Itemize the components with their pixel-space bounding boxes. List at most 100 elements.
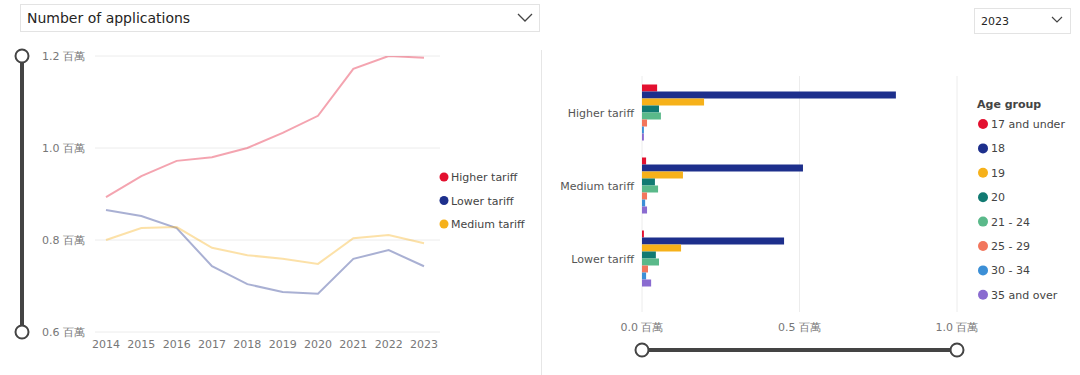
bar <box>642 127 644 134</box>
tick-label: 2017 <box>198 338 226 351</box>
legend-label: 25 - 29 <box>991 240 1030 253</box>
bar <box>642 231 644 238</box>
bar <box>642 266 648 273</box>
legend-marker <box>978 290 988 300</box>
legend-label: 35 and over <box>991 289 1058 302</box>
bar <box>642 165 803 172</box>
divider <box>541 50 542 375</box>
bar <box>642 280 651 287</box>
year-dropdown[interactable]: 2023 <box>975 9 1071 34</box>
line <box>106 227 424 264</box>
legend-marker <box>978 168 988 178</box>
bar <box>642 158 646 165</box>
bar <box>642 172 683 179</box>
legend-marker <box>978 265 988 275</box>
legend-label: 20 <box>991 191 1005 204</box>
legend-label: 21 - 24 <box>991 216 1030 229</box>
y-axis: Higher tariff Medium tariff Lower tariff <box>560 107 634 266</box>
legend-marker <box>978 143 988 153</box>
legend: Higher tariff Lower tariff Medium tariff <box>440 171 526 231</box>
x-axis: 0.0 百萬 0.5 百萬 1.0 百萬 <box>621 76 979 334</box>
grid-line <box>95 240 440 241</box>
slider-handle[interactable] <box>951 344 964 357</box>
metric-dropdown[interactable]: Number of applications <box>21 5 540 32</box>
legend-label: 18 <box>991 142 1005 155</box>
tick-label: 2018 <box>233 338 261 351</box>
grid-line <box>957 76 958 312</box>
chevron[interactable] <box>1052 17 1062 22</box>
tick-label: 2021 <box>339 338 367 351</box>
y-range-slider[interactable] <box>16 50 29 339</box>
dropdown-text[interactable]: Number of applications <box>27 10 190 26</box>
bar <box>642 238 784 245</box>
legend-label: 19 <box>991 167 1005 180</box>
bar <box>642 193 647 200</box>
tick-label: Lower tariff <box>571 253 634 266</box>
legend-marker <box>440 196 449 205</box>
tick-label: 0.0 百萬 <box>621 321 664 334</box>
legend-label: 17 and under <box>991 118 1065 131</box>
plot-area <box>642 85 896 287</box>
legend-marker <box>978 119 988 129</box>
grid-line <box>799 76 800 312</box>
legend: Age group 17 and under 18 19 20 21 - 24 25 - 2… <box>977 98 1065 302</box>
tick-label: 1.2 百萬 <box>42 50 85 63</box>
legend-label: Medium tariff <box>451 218 525 231</box>
x-axis: 2014201520162017201820192020202120222023 <box>92 338 438 351</box>
bar <box>642 245 681 252</box>
bar <box>642 113 661 120</box>
bar <box>642 120 647 127</box>
dashboard: Number of applications 2023 0.6 百萬 0.8 百萬 1.… <box>0 0 1080 375</box>
legend-title: Age group <box>977 98 1041 111</box>
line <box>106 56 424 197</box>
plot-area <box>106 56 424 294</box>
slider-track[interactable] <box>20 56 24 332</box>
tick-label: Medium tariff <box>560 180 634 193</box>
tick-label: 1.0 百萬 <box>936 321 979 334</box>
bar <box>642 85 657 92</box>
bar <box>642 207 647 214</box>
dropdown-box[interactable] <box>975 9 1071 34</box>
bar <box>642 134 644 141</box>
bar <box>642 99 704 106</box>
bar <box>642 259 659 266</box>
tick-label: Higher tariff <box>568 107 635 120</box>
slider-handle[interactable] <box>636 344 649 357</box>
bar <box>642 106 659 113</box>
legend-marker <box>978 217 988 227</box>
tick-label: 2019 <box>269 338 297 351</box>
tick-label: 0.6 百萬 <box>42 326 85 339</box>
tick-label: 0.8 百萬 <box>42 234 85 247</box>
x-range-slider[interactable] <box>636 344 964 357</box>
legend-marker <box>978 192 988 202</box>
bar <box>642 186 658 193</box>
bar <box>642 273 646 280</box>
grid-line <box>95 148 440 149</box>
tick-label: 2020 <box>304 338 332 351</box>
slider-handle[interactable] <box>16 50 29 63</box>
bar <box>642 252 656 259</box>
line <box>106 210 424 294</box>
bar <box>642 179 655 186</box>
tick-label: 1.0 百萬 <box>42 142 85 155</box>
bar <box>642 92 896 99</box>
grid-line <box>95 332 440 333</box>
tick-label: 0.5 百萬 <box>778 321 821 334</box>
dropdown-box[interactable] <box>21 5 540 32</box>
legend-label: Lower tariff <box>451 195 514 208</box>
tick-label: 2014 <box>92 338 120 351</box>
tick-label: 2016 <box>163 338 191 351</box>
legend-marker <box>978 241 988 251</box>
legend-marker <box>440 220 449 229</box>
legend-marker <box>440 173 449 182</box>
legend-label: Higher tariff <box>451 171 518 184</box>
legend-label: 30 - 34 <box>991 264 1030 277</box>
slider-track[interactable] <box>642 348 957 352</box>
slider-handle[interactable] <box>16 326 29 339</box>
tick-label: 2022 <box>375 338 403 351</box>
dropdown-text[interactable]: 2023 <box>981 15 1009 28</box>
y-axis: 0.6 百萬 0.8 百萬 1.0 百萬 1.2 百萬 <box>42 50 440 339</box>
bar <box>642 200 645 207</box>
chevron[interactable] <box>518 14 532 21</box>
tick-label: 2015 <box>127 338 155 351</box>
